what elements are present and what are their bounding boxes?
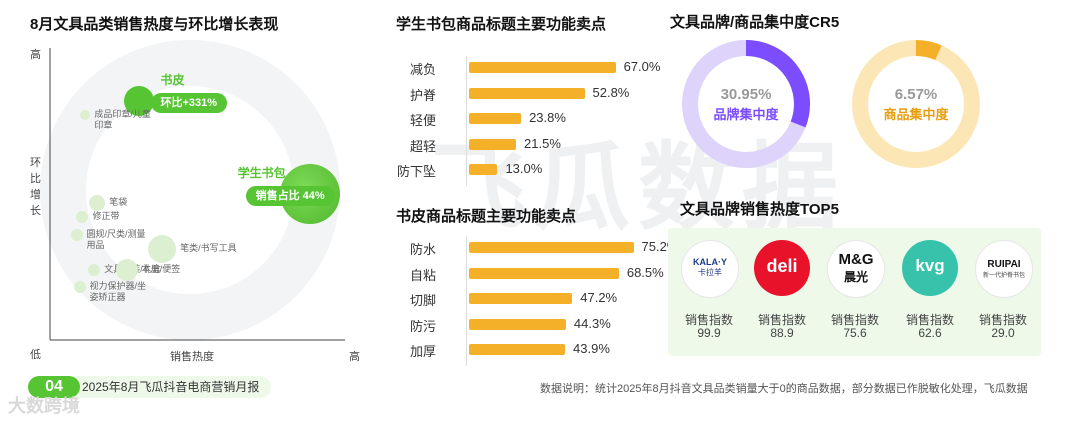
brand-logo-ruipai-text: RUIPAI [987,259,1021,270]
bar2-category-3: 防污 [409,318,436,334]
donut-brand-value: 30.95% [720,86,772,103]
brand-metric-label-1: 销售指数 [757,313,806,327]
bar1-value-0: 67.0% [623,59,661,74]
brand-logo-kvg: kvg [902,240,958,296]
bubble-point-4 [76,211,89,224]
footer-note: 数据说明：统计2025年8月抖音文具品类销量大于0的商品数据，部分数据已作脱敏化… [540,383,1028,395]
bar1-value-4: 13.0% [505,161,543,176]
bubble-point-6 [148,235,177,264]
bar1-bar-4 [469,164,498,175]
brand-logo-kalay: KALA·Y 卡拉羊 [681,240,739,298]
bar2-value-2: 47.2% [580,290,618,305]
brand-metric-value-0: 99.9 [697,326,721,340]
bar2-bar-0 [469,242,634,253]
bar1-bar-2 [469,113,522,124]
bubble-point-0 [123,85,154,116]
bubble-label-5: 圆规/尺类/测量用品 [86,228,146,250]
bubble-label-3: 笔袋 [109,196,128,207]
brand-logo-kalay-sub: 卡拉羊 [698,268,722,277]
bar2-value-3: 44.3% [573,315,611,331]
corner-watermark: 大数跨境 [8,396,80,416]
donut-product-label: 商品集中度 [883,107,949,122]
brand-metric-value-2: 75.6 [843,326,867,340]
bubble-point-8 [115,258,138,281]
brand-logo-mg-text: M&G [838,251,874,268]
bar2-title: 书皮商品标题主要功能卖点 [396,208,577,225]
donut-brand-arc [745,40,810,128]
bar2-category-1: 自粘 [409,267,436,283]
scatter-title: 8月文具品类销售热度与环比增长表现 [30,16,279,33]
bar1-category-0: 减负 [409,62,436,77]
bubble-name-1: 学生书包 [237,166,286,180]
bar1-category-1: 护脊 [409,87,436,103]
scatter-plot: 环比+331% 书皮销售占比 44% 学生书包 成品印章/儿童印章笔袋修正带圆规/尺类… [0,0,400,370]
brand-logo-ruipai: RUIPAI 新一代护脊书包 [975,240,1033,298]
bar1-category-2: 轻便 [409,113,436,128]
brand-metric-value-4: 29.0 [991,326,1015,340]
y-high-label: 高 [30,49,41,61]
x-high-label: 高 [349,351,360,363]
footer-page-number: 04 [28,376,80,398]
donut-brand [682,40,810,168]
brand-metric-label-0: 销售指数 [684,313,733,327]
y-axis-label: 环比增长 [30,157,41,217]
top5-title: 文具品牌销售热度TOP5 [680,201,839,218]
bar2-bar-3 [469,318,566,330]
bar1-category-4: 防下坠 [396,164,436,179]
bubble-point-7 [88,263,101,276]
donut-product-arc [915,39,942,61]
bar2-bar-4 [469,344,566,355]
bar2-value-1: 68.5% [626,264,664,280]
bar1-category-3: 超轻 [409,138,436,154]
cr5-title: 文具品牌/商品集中度CR5 [670,14,840,31]
scatter-axes [49,48,345,341]
x-axis-label: 销售热度 [170,351,214,363]
bubble-point-5 [70,228,83,241]
brand-metric-value-1: 88.9 [770,326,794,340]
bar1-bar-1 [469,87,585,99]
brand-logo-ruipai-sub: 新一代护脊书包 [982,273,1025,279]
bubble-point-3 [89,194,106,211]
brand-metric-label-3: 销售指数 [905,313,954,327]
bubble-name-0: 书皮 [160,72,185,87]
donut-brand-label: 品牌集中度 [713,107,779,122]
brand-logo-deli: deli [754,240,810,296]
brand-metric-value-3: 62.6 [918,326,942,340]
bar1-value-2: 23.8% [529,110,566,125]
bar2-axis [466,236,467,366]
bubble-point-2 [80,110,91,121]
x-low-label: 低 [30,349,41,361]
bar2-category-4: 加厚 [409,344,436,359]
bubble-label-8: 本册/便签 [141,263,181,274]
bubble-label-2: 成品印章/儿童印章 [94,109,151,131]
bar1-value-3: 21.5% [524,135,561,151]
bubble-label-9: 视力保护器/坐姿矫正器 [89,281,147,303]
brand-logo-kvg-text: kvg [915,256,945,275]
bar2-category-0: 防水 [409,242,436,257]
brand-logo-mg-sub: 晨光 [843,270,868,284]
brand-metric-label-2: 销售指数 [830,313,879,327]
brand-logo-mg: M&G 晨光 [827,240,885,298]
bubble-point-9 [73,281,86,294]
bar1-value-1: 52.8% [592,84,630,100]
bubble-tag-1: 销售占比 44% [245,186,335,206]
bar2-bar-1 [469,267,619,279]
bar1-axis [466,56,467,186]
bar1-bar-0 [469,62,616,73]
bubble-label-4: 修正带 [92,211,120,222]
bar1-bar-3 [469,138,517,150]
footer-report-name: 2025年8月飞瓜抖音电商营销月报 [64,376,272,398]
brand-logo-kalay-text: KALA·Y [693,257,727,267]
bar2-value-4: 43.9% [573,341,610,356]
bubble-tag-0: 环比+331% [150,92,228,113]
bar1-title: 学生书包商品标题主要功能卖点 [396,16,607,33]
bar2-category-2: 切脚 [409,293,436,308]
brand-logo-deli-text: deli [766,256,798,276]
bubble-label-6: 笔类/书写工具 [180,243,237,254]
donut-product-value: 6.57% [894,86,938,103]
donut-product [852,39,980,168]
bar2-bar-2 [469,293,573,304]
brand-metric-label-4: 销售指数 [978,313,1027,327]
